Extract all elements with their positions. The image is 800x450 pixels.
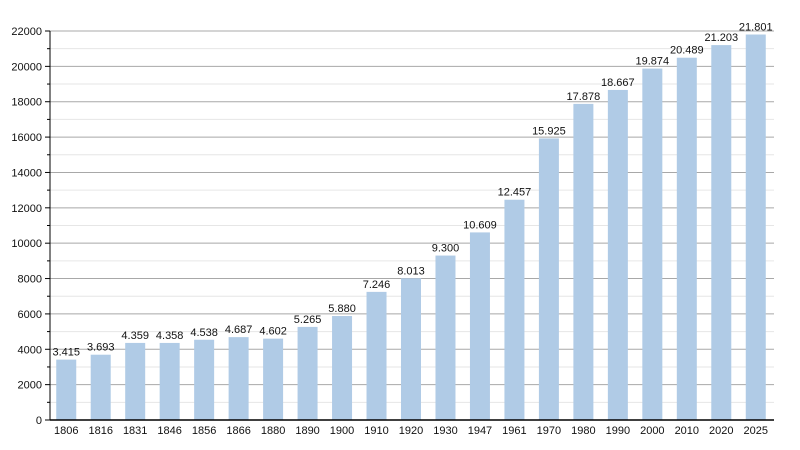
bar-2025	[745, 34, 766, 421]
data-label: 12.457	[498, 187, 532, 199]
data-label: 19.874	[636, 56, 670, 68]
data-label: 17.878	[567, 91, 601, 103]
x-tick-label: 1980	[571, 425, 595, 437]
x-tick-label: 2020	[709, 425, 733, 437]
y-tick-label: 8000	[18, 274, 42, 286]
x-tick-label: 1930	[433, 425, 457, 437]
bar-1806	[56, 359, 77, 420]
y-tick-label: 2000	[18, 380, 42, 392]
bar-1920	[401, 278, 421, 420]
x-tick-label: 1846	[157, 425, 181, 437]
data-label: 4.359	[121, 330, 149, 342]
data-label: 18.667	[601, 77, 635, 89]
data-label: 21.801	[739, 22, 773, 34]
x-tick-label: 2025	[744, 425, 768, 437]
x-tick-label: 1806	[54, 425, 78, 437]
data-label: 4.538	[190, 327, 218, 339]
data-label: 10.609	[463, 219, 497, 231]
y-tick-labels: 0 2000 4000 6000 8000 10000 12000 14000 16000 180…	[11, 26, 42, 427]
bar-1880	[263, 338, 284, 420]
bar-1856	[194, 339, 215, 420]
data-label: 7.246	[363, 279, 391, 291]
bar-1990	[607, 89, 628, 420]
bar-1961	[504, 199, 525, 420]
data-label: 3.693	[87, 342, 115, 354]
y-tick-label: 18000	[11, 97, 42, 109]
bar-1900	[332, 316, 353, 420]
bar-1846	[159, 342, 180, 420]
x-tick-label: 1970	[537, 425, 561, 437]
data-label: 8.013	[397, 265, 425, 277]
bar-2000	[642, 68, 663, 420]
x-tick-label: 1920	[399, 425, 423, 437]
x-tick-label: 1880	[261, 425, 285, 437]
x-tick-label: 1947	[468, 425, 492, 437]
y-tick-label: 0	[36, 415, 42, 427]
bars	[56, 34, 766, 421]
bar-1910	[366, 291, 387, 420]
x-tick-label: 1816	[88, 425, 112, 437]
y-tick-label: 6000	[18, 309, 42, 321]
x-tick-label: 2010	[675, 425, 699, 437]
bar-1816	[90, 354, 111, 420]
data-label: 15.925	[532, 125, 566, 137]
x-tick-label: 1961	[502, 425, 526, 437]
data-label: 4.358	[156, 330, 184, 342]
bar-2020	[711, 45, 732, 420]
data-label: 5.880	[328, 303, 356, 315]
x-tick-label: 1990	[606, 425, 630, 437]
x-tick-label: 1866	[226, 425, 250, 437]
y-tick-label: 20000	[11, 61, 42, 73]
y-tick-label: 22000	[11, 26, 42, 38]
data-label: 21.203	[704, 32, 738, 44]
x-tick-label: 2000	[640, 425, 664, 437]
x-tick-labels: 1806 1816 1831 1846 1856 1866 1880 1890 1900 1910…	[54, 425, 768, 437]
axes	[45, 30, 774, 421]
data-labels: 3.415 3.693 4.359 4.358 4.538 4.687 4.602 5.265…	[52, 22, 772, 359]
x-tick-label: 1900	[330, 425, 354, 437]
y-tick-label: 4000	[18, 344, 42, 356]
bar-1930	[435, 255, 456, 420]
data-label: 3.415	[52, 347, 80, 359]
y-tick-label: 16000	[11, 132, 42, 144]
data-label: 4.602	[259, 326, 287, 338]
x-tick-label: 1890	[295, 425, 319, 437]
y-tick-label: 14000	[11, 167, 42, 179]
data-label: 4.687	[225, 324, 253, 336]
bar-1970	[538, 138, 559, 420]
bar-1947	[469, 232, 490, 420]
x-tick-label: 1856	[192, 425, 216, 437]
x-tick-label: 1831	[123, 425, 147, 437]
bar-1890	[297, 326, 318, 420]
y-tick-label: 12000	[11, 203, 42, 215]
y-tick-label: 10000	[11, 238, 42, 250]
bar-1831	[125, 342, 146, 420]
bar-2010	[676, 57, 697, 421]
data-label: 5.265	[294, 314, 322, 326]
data-label: 20.489	[670, 45, 704, 57]
x-tick-label: 1910	[364, 425, 388, 437]
bar-1980	[573, 103, 594, 420]
data-label: 9.300	[432, 243, 460, 255]
bar-1866	[228, 337, 249, 420]
